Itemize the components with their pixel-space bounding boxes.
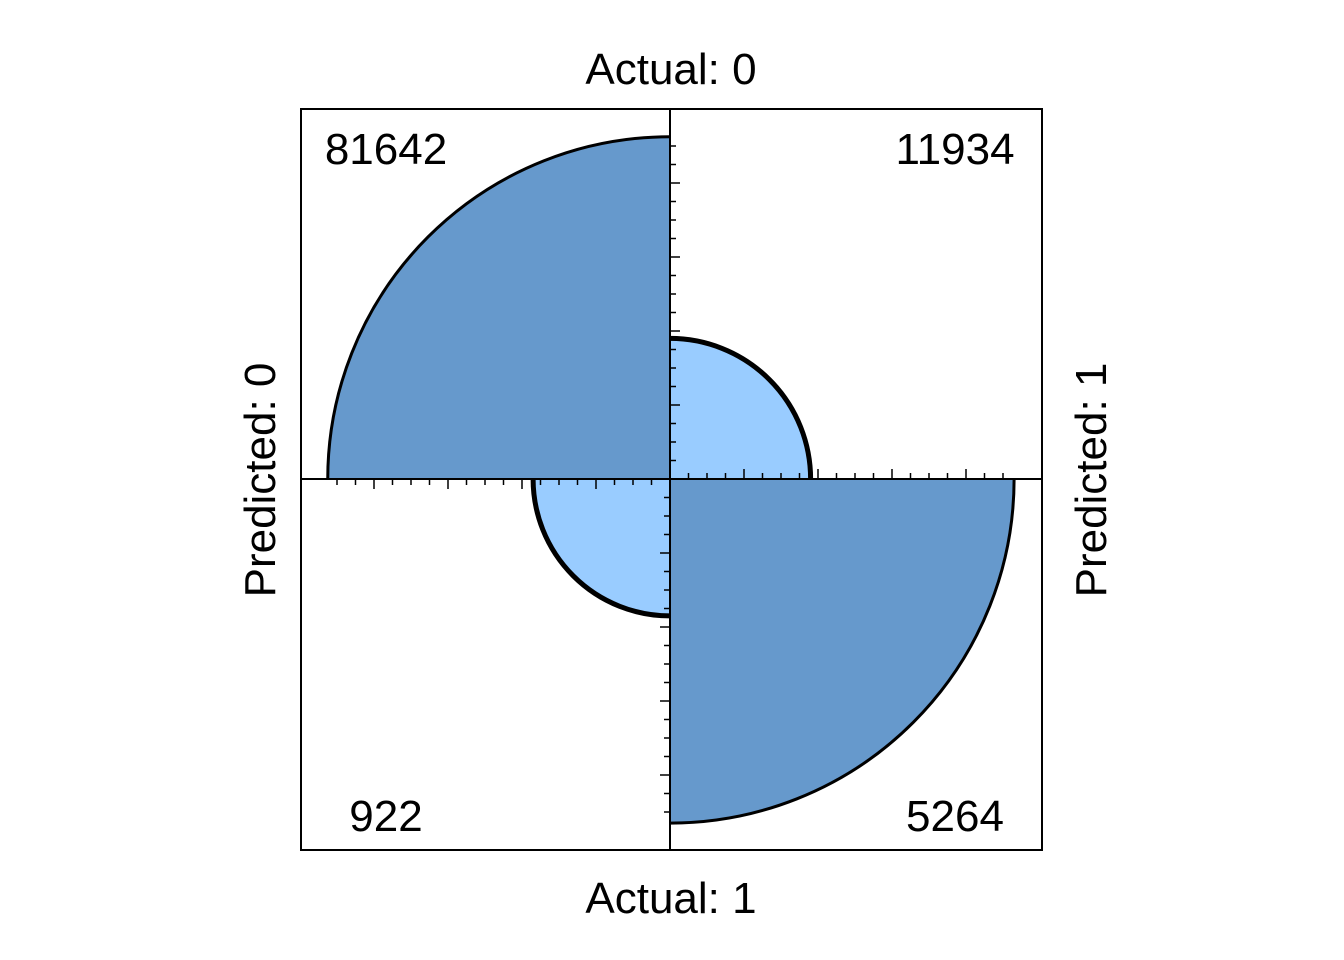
cell-label-top-right: 11934 bbox=[895, 125, 1014, 174]
cell-label-bottom-right: 5264 bbox=[906, 792, 1004, 841]
left-axis-label: Predicted: 0 bbox=[236, 363, 285, 598]
axes-layer bbox=[301, 109, 1042, 850]
sector-arc-bottom-left bbox=[530, 478, 671, 619]
sectors-layer bbox=[326, 135, 1016, 825]
sector-bottom-left bbox=[533, 479, 670, 616]
sector-bottom-right bbox=[670, 479, 1015, 824]
sector-arc-bottom-right bbox=[669, 478, 1016, 825]
bottom-axis-label: Actual: 1 bbox=[585, 874, 756, 923]
plot-frame bbox=[300, 108, 1043, 851]
sector-arc-top-left bbox=[326, 135, 671, 480]
sector-arc-top-right bbox=[669, 335, 814, 480]
sector-top-right bbox=[670, 338, 811, 479]
top-axis-label: Actual: 0 bbox=[585, 45, 756, 94]
cell-label-bottom-left: 922 bbox=[349, 792, 422, 841]
sector-top-left bbox=[327, 136, 670, 479]
cell-label-top-left: 81642 bbox=[325, 125, 447, 174]
right-axis-label: Predicted: 1 bbox=[1067, 363, 1116, 598]
